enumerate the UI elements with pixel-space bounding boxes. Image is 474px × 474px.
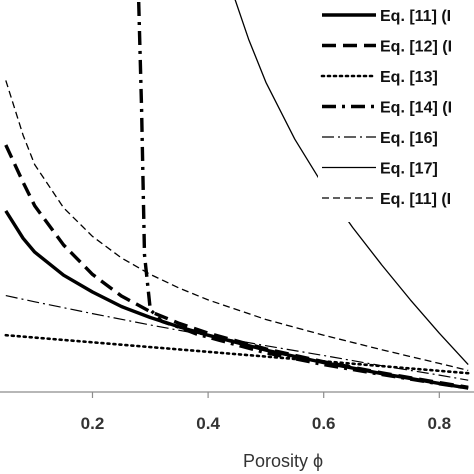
series-line-4 bbox=[137, 1, 469, 390]
series-line-5 bbox=[5, 295, 469, 381]
x-tick-label: 0.8 bbox=[427, 414, 451, 433]
legend: Eq. [11] (I Eq. [12] (I Eq. [13] Eq. [14] (… bbox=[320, 8, 452, 208]
legend-background bbox=[318, 0, 474, 222]
legend-box bbox=[318, 0, 474, 222]
series-line-7 bbox=[5, 80, 469, 372]
legend-label-4: Eq. [14] (I bbox=[380, 100, 452, 117]
x-tick-label: 0.2 bbox=[81, 414, 105, 433]
legend-label-6: Eq. [17] bbox=[380, 161, 438, 178]
x-tick-label: 0.6 bbox=[312, 414, 336, 433]
legend-label-3: Eq. [13] bbox=[380, 69, 438, 86]
x-axis-title: Porosity ϕ bbox=[243, 451, 323, 471]
legend-label-2: Eq. [12] (I bbox=[380, 39, 452, 56]
legend-label-7: Eq. [11] (I bbox=[380, 191, 451, 208]
series-line-2 bbox=[4, 144, 469, 389]
legend-label-1: Eq. [11] (I bbox=[380, 8, 451, 25]
series-line-1 bbox=[4, 209, 469, 390]
x-tick-label: 0.4 bbox=[196, 414, 220, 433]
legend-label-5: Eq. [16] bbox=[380, 130, 438, 147]
axes: 0.2 0.4 0.6 0.8 bbox=[0, 391, 474, 433]
